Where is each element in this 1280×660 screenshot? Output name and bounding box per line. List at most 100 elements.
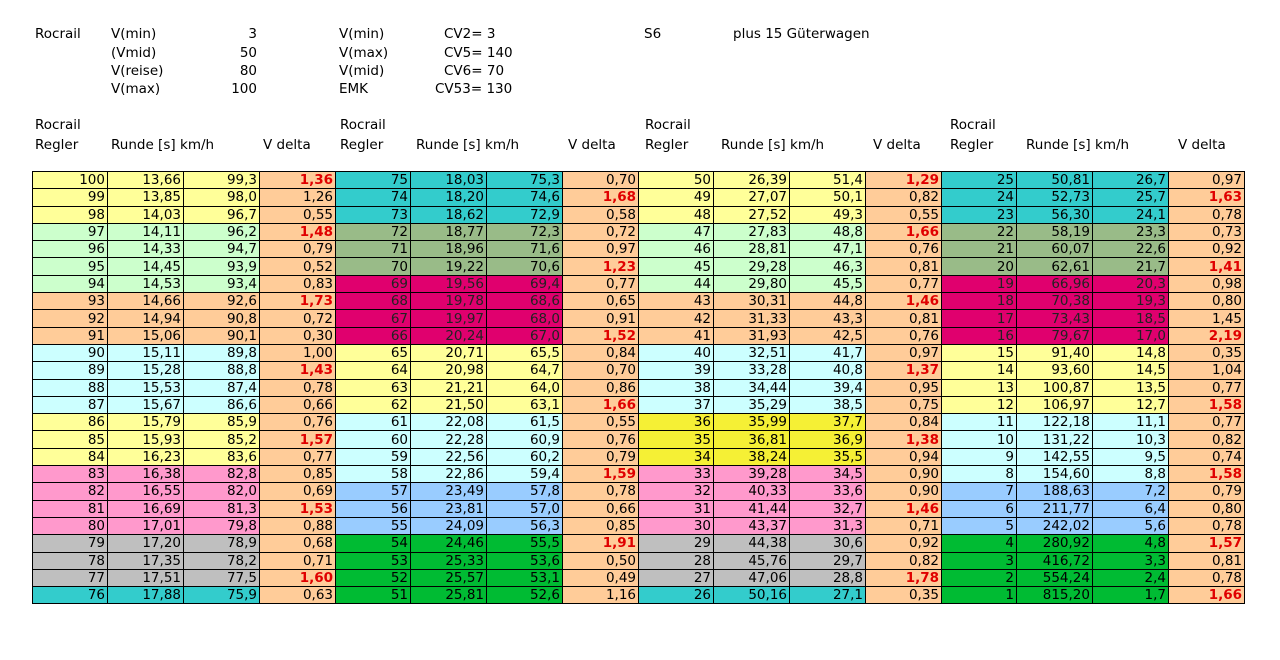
cell-kmh: 8,8	[1092, 465, 1169, 484]
cell-runde: 39,28	[713, 465, 790, 484]
cell-kmh: 88,8	[183, 361, 260, 380]
cell-regler: 70	[335, 257, 411, 276]
cell-kmh: 24,1	[1092, 205, 1169, 224]
app-label: Rocrail	[35, 26, 81, 42]
cell-runde: 70,38	[1016, 292, 1093, 311]
cell-regler: 93	[32, 292, 108, 311]
cell-kmh: 78,2	[183, 551, 260, 570]
cell-vdelta: 1,57	[259, 430, 336, 449]
cell-kmh: 57,0	[486, 499, 563, 518]
cell-kmh: 9,5	[1092, 447, 1169, 467]
param-value: 80	[239, 63, 257, 79]
cv-label: V(max)	[339, 45, 389, 61]
cell-regler: 69	[335, 274, 411, 294]
cell-kmh: 60,9	[486, 430, 563, 449]
cell-runde: 35,99	[713, 413, 790, 432]
cell-kmh: 51,4	[789, 170, 866, 190]
column-header-runde: Runde [s]	[111, 137, 176, 153]
cell-kmh: 92,6	[183, 292, 260, 311]
cell-kmh: 50,1	[789, 188, 866, 207]
cell-runde: 50,81	[1016, 170, 1093, 190]
cell-runde: 106,97	[1016, 395, 1093, 415]
cell-kmh: 48,8	[789, 222, 866, 242]
cell-regler: 46	[638, 240, 714, 259]
cell-regler: 94	[32, 274, 108, 294]
cell-regler: 25	[941, 170, 1017, 190]
param-label: (Vmid)	[111, 45, 157, 61]
param-value: 100	[231, 81, 257, 97]
cell-regler: 50	[638, 170, 714, 190]
cell-runde: 18,20	[410, 188, 487, 207]
column-header-regler: Regler	[340, 137, 384, 153]
cell-runde: 36,81	[713, 430, 790, 449]
param-label: V(min)	[111, 26, 157, 42]
cell-vdelta: 0,80	[1168, 499, 1245, 518]
cell-vdelta: 2,19	[1168, 326, 1245, 345]
cell-regler: 34	[638, 447, 714, 467]
cell-kmh: 4,8	[1092, 534, 1169, 553]
cv-label: V(min)	[339, 26, 385, 42]
cell-kmh: 25,7	[1092, 188, 1169, 207]
cell-vdelta: 0,55	[865, 205, 942, 224]
cell-regler: 62	[335, 395, 411, 415]
cell-regler: 40	[638, 343, 714, 363]
cell-kmh: 53,6	[486, 551, 563, 570]
cell-runde: 18,77	[410, 222, 487, 242]
cell-vdelta: 0,76	[562, 430, 639, 449]
cell-runde: 22,08	[410, 413, 487, 432]
table-row: 93 14,66 92,6 1,73 68 19,78 68,6 0,65 43 30,31 44,…	[32, 292, 1245, 311]
cell-runde: 79,67	[1016, 326, 1093, 345]
cell-kmh: 79,8	[183, 516, 260, 536]
cell-regler: 4	[941, 534, 1017, 553]
cell-regler: 47	[638, 222, 714, 242]
cell-vdelta: 0,78	[1168, 516, 1245, 536]
column-header-kmh: km/h	[1095, 137, 1130, 153]
cell-vdelta: 0,79	[562, 447, 639, 467]
cell-regler: 23	[941, 205, 1017, 224]
cell-runde: 25,57	[410, 568, 487, 588]
cell-runde: 44,38	[713, 534, 790, 553]
cell-vdelta: 0,81	[1168, 551, 1245, 570]
cell-kmh: 78,9	[183, 534, 260, 553]
table-row: 84 16,23 83,6 0,77 59 22,56 60,2 0,79 34 38,24 35,…	[32, 447, 1245, 467]
cell-regler: 97	[32, 222, 108, 242]
cell-regler: 88	[32, 378, 108, 397]
cell-regler: 89	[32, 361, 108, 380]
cell-kmh: 47,1	[789, 240, 866, 259]
cell-regler: 6	[941, 499, 1017, 518]
cell-kmh: 69,4	[486, 274, 563, 294]
cell-runde: 14,03	[107, 205, 184, 224]
cell-runde: 23,49	[410, 482, 487, 501]
cell-runde: 14,33	[107, 240, 184, 259]
cell-runde: 62,61	[1016, 257, 1093, 276]
cell-kmh: 77,5	[183, 568, 260, 588]
cell-runde: 242,02	[1016, 516, 1093, 536]
cell-runde: 24,09	[410, 516, 487, 536]
cell-vdelta: 1,58	[1168, 465, 1245, 484]
cell-runde: 14,45	[107, 257, 184, 276]
cell-vdelta: 0,65	[562, 292, 639, 311]
cell-runde: 19,97	[410, 309, 487, 328]
cell-vdelta: 1,46	[865, 499, 942, 518]
cell-vdelta: 0,82	[1168, 430, 1245, 449]
cell-runde: 91,40	[1016, 343, 1093, 363]
cell-regler: 45	[638, 257, 714, 276]
cell-runde: 554,24	[1016, 568, 1093, 588]
cell-runde: 154,60	[1016, 465, 1093, 484]
cell-runde: 15,53	[107, 378, 184, 397]
cell-vdelta: 0,82	[865, 551, 942, 570]
table-row: 90 15,11 89,8 1,00 65 20,71 65,5 0,84 40 32,51 41,…	[32, 343, 1245, 363]
cell-regler: 20	[941, 257, 1017, 276]
cell-regler: 10	[941, 430, 1017, 449]
table-row: 98 14,03 96,7 0,55 73 18,62 72,9 0,58 48 27,52 49,…	[32, 205, 1245, 224]
cell-regler: 68	[335, 292, 411, 311]
cell-runde: 27,07	[713, 188, 790, 207]
cell-regler: 100	[32, 170, 108, 190]
cell-regler: 81	[32, 499, 108, 518]
cell-runde: 17,88	[107, 586, 184, 605]
cell-runde: 27,83	[713, 222, 790, 242]
cell-runde: 122,18	[1016, 413, 1093, 432]
cv-value: CV53= 130	[435, 81, 513, 97]
cell-kmh: 35,5	[789, 447, 866, 467]
cell-kmh: 2,4	[1092, 568, 1169, 588]
